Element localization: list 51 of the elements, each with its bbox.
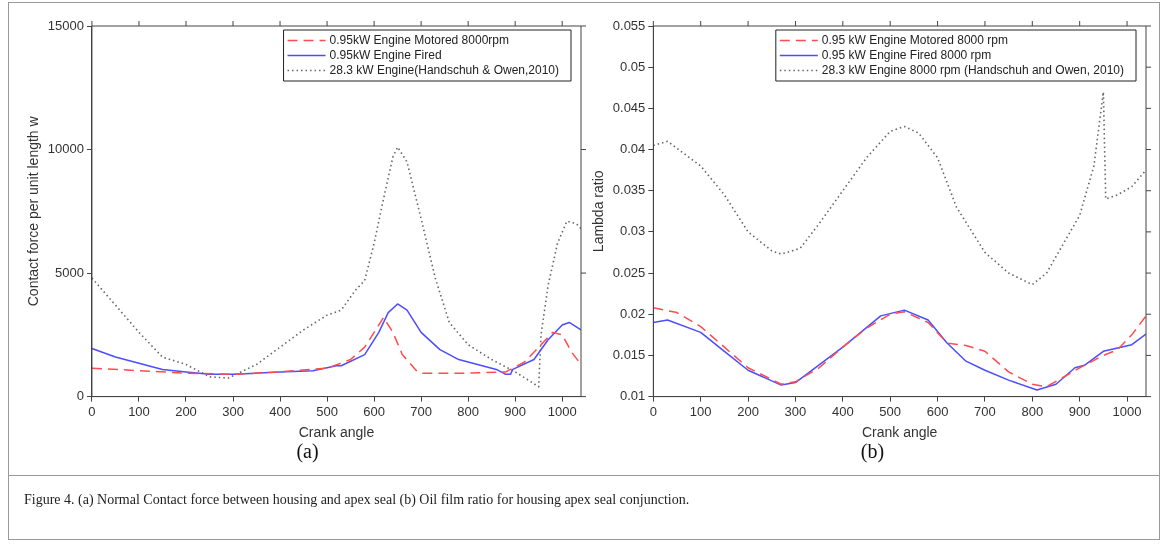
x-tick-label: 0 — [649, 403, 657, 419]
x-tick-label: 100 — [128, 403, 150, 419]
legend-label: 28.3 kW Engine 8000 rpm (Handschuh and Owen, 2010) — [821, 62, 1125, 77]
x-tick-label: 500 — [316, 403, 338, 419]
y-tick-label: 0.035 — [612, 182, 646, 198]
y-tick-label: 0.04 — [620, 141, 646, 157]
x-tick-label: 900 — [1068, 403, 1091, 419]
x-tick-label: 900 — [504, 403, 527, 419]
y-axis-title: Lambda ratio — [590, 170, 607, 253]
y-tick-label: 0.02 — [620, 305, 646, 321]
x-tick-label: 0 — [88, 403, 96, 419]
y-tick-label: 0.055 — [612, 17, 646, 33]
y-tick-label: 0.03 — [620, 223, 646, 239]
x-tick-label: 1000 — [547, 403, 577, 419]
x-tick-label: 200 — [737, 403, 759, 419]
x-tick-label: 1000 — [1112, 403, 1142, 419]
y-tick-label: 0.045 — [612, 99, 646, 115]
x-tick-label: 300 — [222, 403, 244, 419]
y-axis-title: Contact force per unit length w — [25, 115, 42, 307]
x-tick-label: 700 — [974, 403, 996, 419]
x-tick-label: 600 — [363, 403, 385, 419]
caption: Figure 4. (a) Normal Contact force between housing and apex seal (b) Oil film ratio for housing apex seal conjunction. — [24, 492, 690, 508]
y-tick-label: 0.01 — [620, 388, 646, 404]
y-tick-label: 0.05 — [620, 58, 646, 74]
x-axis-title: Crank angle — [298, 424, 375, 441]
legend-label: 0.95 kW Engine Motored 8000 rpm — [821, 32, 1008, 47]
x-tick-label: 800 — [1021, 403, 1044, 419]
x-tick-label: 300 — [784, 403, 807, 419]
x-tick-label: 500 — [879, 403, 902, 419]
text: (a) — [295, 440, 320, 463]
x-tick-label: 800 — [457, 403, 479, 419]
legend-label: 0.95kW Engine Motored 8000rpm — [329, 32, 509, 47]
text: (b) — [859, 440, 886, 463]
y-tick-label: 0.015 — [612, 347, 646, 362]
y-tick-label: 5000 — [55, 264, 84, 280]
y-tick-label: 0 — [76, 388, 84, 404]
y-tick-label: 15000 — [47, 17, 84, 33]
y-tick-label: 0.025 — [612, 264, 646, 280]
legend-label: 0.95 kW Engine Fired 8000 rpm — [821, 47, 992, 62]
x-tick-label: 100 — [689, 403, 712, 419]
x-axis-title: Crank angle — [861, 424, 938, 441]
x-tick-label: 200 — [175, 403, 197, 419]
legend-label: 28.3 kW Engine(Handschuh & Owen,2010) — [329, 62, 559, 77]
x-tick-label: 400 — [269, 403, 291, 419]
x-tick-label: 700 — [410, 403, 432, 419]
line-series — [91, 316, 581, 376]
line-series — [653, 91, 1146, 286]
legend-label: 0.95kW Engine Fired — [329, 47, 442, 62]
y-tick-label: 10000 — [47, 141, 84, 157]
x-tick-label: 400 — [831, 403, 854, 419]
x-tick-label: 600 — [926, 403, 949, 419]
